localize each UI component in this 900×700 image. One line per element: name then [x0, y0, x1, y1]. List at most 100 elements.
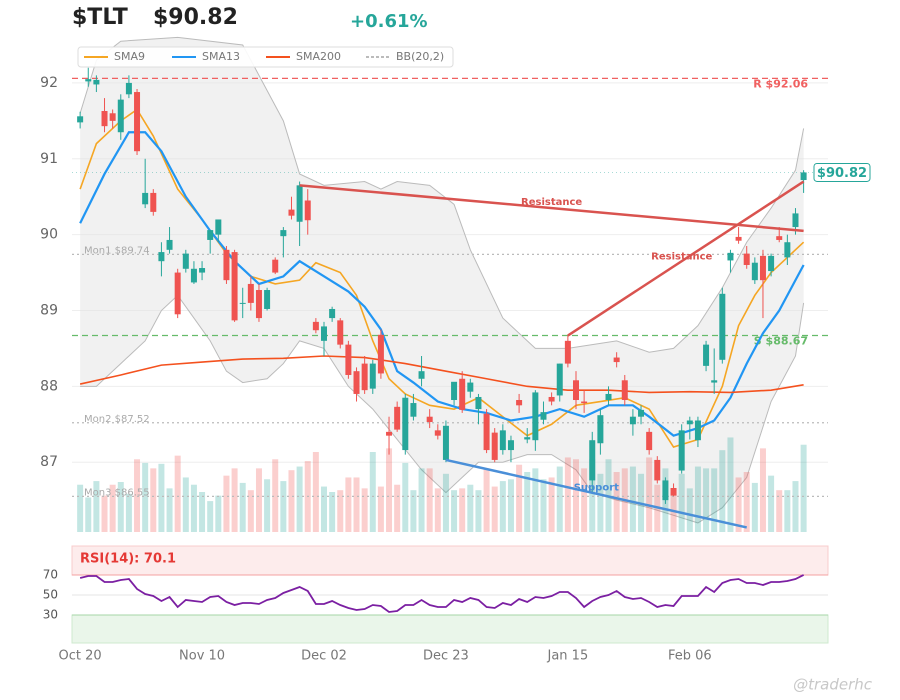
candle-body	[751, 262, 758, 281]
candle-body	[621, 380, 628, 401]
volume-bar	[182, 477, 189, 532]
rsi-overbought-zone	[71, 545, 829, 576]
candle-body	[548, 396, 555, 402]
trend-label: Support	[574, 483, 619, 494]
volume-bar	[199, 492, 206, 532]
volume-bar	[434, 488, 441, 532]
y-tick-label: 91	[40, 151, 58, 167]
candle-body	[158, 252, 165, 262]
volume-bar	[190, 484, 197, 532]
level-label: Mon3 $86.55	[84, 487, 150, 498]
volume-bar	[223, 475, 230, 532]
volume-bar	[321, 486, 327, 532]
y-tick-label: 90	[40, 227, 58, 243]
volume-bar	[703, 468, 710, 532]
volume-bar	[507, 479, 514, 532]
volume-bar	[573, 459, 579, 532]
volume-bar	[418, 468, 425, 532]
volume-bar	[134, 459, 141, 532]
legend-label: BB(20,2)	[396, 50, 444, 63]
volume-bar	[264, 479, 271, 532]
candle-body	[134, 92, 141, 152]
candle-body	[255, 290, 262, 319]
candle-body	[646, 431, 653, 451]
volume-bar	[613, 472, 620, 532]
x-tick-label: Oct 20	[59, 649, 102, 664]
candle-body	[109, 113, 116, 121]
candle-body	[743, 253, 750, 265]
volume-bar	[784, 490, 791, 532]
candle-body	[190, 268, 197, 283]
candle-body	[117, 99, 124, 133]
trend-label: Resistance	[651, 252, 712, 263]
candle-body	[272, 259, 279, 273]
candle-body	[377, 334, 384, 374]
volume-bar	[215, 495, 222, 532]
volume-bar	[101, 495, 108, 532]
volume-bar	[158, 463, 165, 532]
price: $90.82	[153, 5, 238, 30]
trend-line	[299, 184, 804, 233]
volume-bar	[483, 468, 490, 532]
volume-bar	[694, 466, 701, 532]
volume-bar	[442, 473, 449, 532]
candle-body	[247, 283, 254, 303]
legend-box	[77, 46, 454, 68]
level-label: Mon2 $87.52	[84, 414, 150, 425]
candle-body	[629, 416, 636, 425]
volume-bar	[646, 457, 653, 532]
candle-body	[475, 396, 482, 410]
x-tick-label: Nov 10	[179, 649, 225, 664]
candle-body	[711, 380, 718, 383]
y-tick-label: 88	[40, 378, 58, 394]
candle-body	[638, 409, 645, 417]
candle-body	[434, 430, 441, 436]
level-label: R $92.06	[753, 77, 808, 90]
candle-body	[174, 272, 181, 315]
rsi-oversold-zone	[71, 614, 829, 644]
candle-body	[369, 363, 376, 389]
volume-bar	[337, 490, 344, 532]
volume-bar	[556, 466, 563, 532]
x-tick-label: Jan 15	[547, 649, 589, 664]
candle-body	[312, 321, 319, 331]
candle-body	[686, 420, 693, 425]
candle-body	[654, 459, 661, 481]
volume-bar	[491, 486, 498, 532]
x-tick-label: Dec 02	[301, 649, 347, 664]
candle-body	[800, 172, 807, 181]
volume-bar	[532, 468, 539, 532]
rsi-tick-label: 70	[43, 568, 58, 582]
candle-body	[361, 363, 368, 391]
candle-body	[426, 416, 433, 423]
bb-upper	[79, 36, 805, 353]
candle-body	[605, 393, 612, 401]
volume-bar	[231, 468, 238, 532]
volume-bar	[117, 482, 124, 532]
candle-body	[459, 378, 466, 410]
volume-bar	[247, 490, 254, 532]
level-label: Mon1 $89.74	[84, 245, 150, 256]
candle-body	[125, 82, 132, 95]
price-tag: $90.82	[817, 166, 867, 181]
y-tick-label: 87	[40, 454, 58, 470]
candle-body	[483, 413, 490, 451]
candle-body	[573, 380, 579, 401]
x-tick-label: Dec 23	[423, 649, 469, 664]
change: +0.61%	[350, 11, 428, 32]
volume-bar	[499, 481, 506, 532]
candle-body	[199, 268, 206, 273]
candle-body	[491, 432, 498, 460]
volume-bar	[377, 486, 384, 532]
candle-body	[394, 406, 401, 430]
candle-body	[532, 392, 539, 441]
candle-body	[768, 255, 775, 272]
candle-body	[402, 397, 409, 451]
volume-bar	[451, 490, 458, 532]
candle-body	[499, 430, 506, 451]
candle-body	[467, 382, 474, 392]
ticker: $TLT	[72, 5, 128, 30]
candle-body	[418, 371, 425, 379]
volume-bar	[678, 473, 685, 532]
volume-bar	[776, 490, 783, 532]
